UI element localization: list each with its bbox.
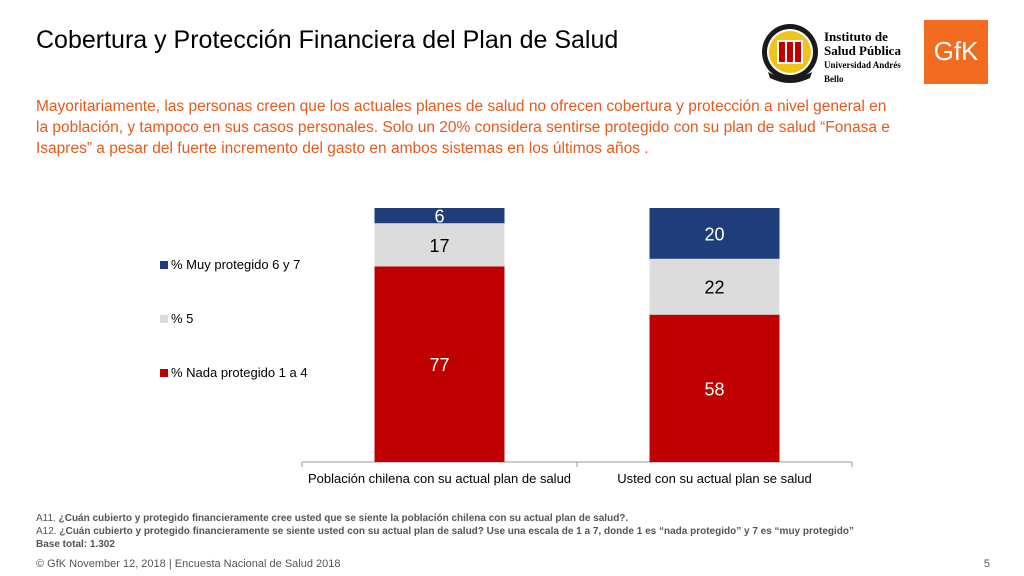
data-label: 20 <box>704 224 724 244</box>
legend-label: % Muy protegido 6 y 7 <box>171 257 300 272</box>
bar-segment <box>649 208 780 259</box>
note-a11: A11. ¿Cuán cubierto y protegido financie… <box>36 513 629 524</box>
isp-logo-line1: Instituto de <box>824 29 888 44</box>
bar-segment <box>374 208 505 224</box>
legend-swatch <box>160 369 168 377</box>
page-number: 5 <box>983 558 990 570</box>
question-notes: A11. ¿Cuán cubierto y protegido financie… <box>36 512 854 551</box>
bar-segment <box>649 314 780 462</box>
isp-logo-line3: Universidad Andrés Bello <box>824 60 901 84</box>
note-base: Base total: 1.302 <box>36 539 115 550</box>
bar-segment <box>374 266 505 462</box>
legend-swatch <box>160 261 168 269</box>
data-label: 17 <box>429 236 449 256</box>
legend-label: % 5 <box>171 311 193 326</box>
page-subtitle: Mayoritariamente, las personas creen que… <box>36 98 890 157</box>
note-a12: A12. ¿Cuán cubierto y protegido financie… <box>36 526 854 537</box>
data-label: 58 <box>704 379 724 399</box>
isp-logo: Instituto de Salud Pública Universidad A… <box>760 20 910 86</box>
bar-segment <box>374 223 505 267</box>
gfk-logo-text: GfK <box>933 36 979 66</box>
isp-seal-icon <box>762 24 818 83</box>
footer-text: © GfK November 12, 2018 | Encuesta Nacio… <box>36 558 341 570</box>
data-label: 22 <box>704 278 724 298</box>
bar-segment <box>649 258 780 315</box>
page-title: Cobertura y Protección Financiera del Pl… <box>36 26 619 54</box>
gfk-logo: GfK <box>924 20 988 84</box>
isp-logo-line2: Salud Pública <box>824 43 901 58</box>
x-tick-label: Usted con su actual plan se salud <box>617 471 811 486</box>
x-tick-label: Población chilena con su actual plan de … <box>308 471 571 486</box>
data-label: 77 <box>429 355 449 375</box>
data-label: 6 <box>434 207 444 227</box>
legend-label: % Nada protegido 1 a 4 <box>171 365 308 380</box>
legend-swatch <box>160 315 168 323</box>
